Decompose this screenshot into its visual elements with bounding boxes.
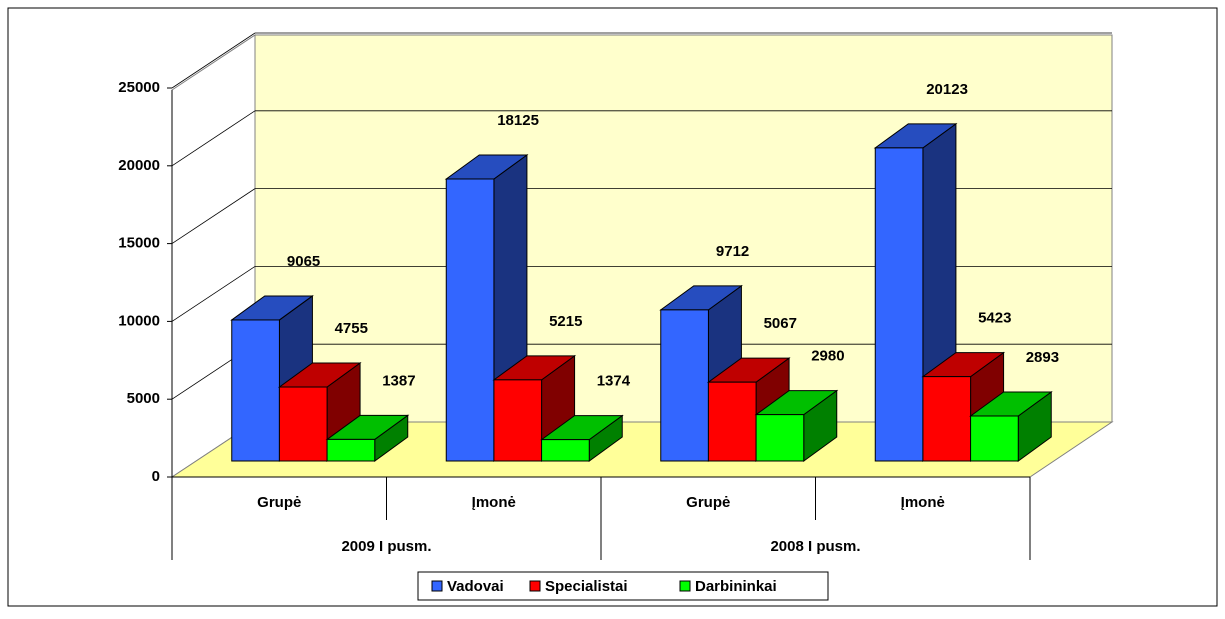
data-label: 1387 [382,372,415,389]
bar [874,147,924,462]
x-tick-label: Įmonė [472,494,516,511]
bar [278,386,328,462]
legend-label: Specialistai [545,578,628,595]
bar [231,319,280,462]
data-label: 5215 [549,313,582,330]
legend-box [417,571,829,601]
legend-swatch [431,580,443,592]
data-label: 20123 [926,81,968,98]
bar [970,415,1019,462]
bar [493,379,543,462]
data-label: 1374 [597,373,631,390]
y-tick-label: 25000 [118,79,160,96]
x-tick-label: Grupė [257,494,301,511]
bar [541,439,590,462]
data-label: 5067 [764,315,797,332]
x-tick-label: Įmonė [901,494,945,511]
bar [660,309,709,462]
data-label: 4755 [335,320,368,337]
data-label: 5423 [978,310,1011,327]
bar [755,414,805,462]
legend-swatch [529,580,541,592]
data-label: 2893 [1026,349,1059,366]
group-label: 2008 I pusm. [770,538,860,555]
bar [326,438,376,462]
legend-label: Vadovai [447,578,504,595]
y-tick-label: 15000 [118,235,160,252]
group-label: 2009 I pusm. [341,538,431,555]
x-tick-label: Grupė [686,494,730,511]
grid-line [171,110,256,167]
bar [707,381,757,462]
data-label: 9065 [287,253,320,270]
legend-swatch [679,580,691,592]
legend-label: Darbininkai [695,578,777,595]
data-label: 9712 [716,243,749,260]
grid-line [171,266,256,322]
grid-line [171,188,256,244]
grid-line [171,32,256,89]
y-tick-label: 10000 [118,312,160,329]
bar [445,178,495,462]
y-tick-label: 0 [152,468,160,485]
data-label: 2980 [811,348,844,365]
bar [922,376,972,462]
data-label: 18125 [497,112,539,129]
y-tick-label: 5000 [127,390,160,407]
y-tick-label: 20000 [118,157,160,174]
